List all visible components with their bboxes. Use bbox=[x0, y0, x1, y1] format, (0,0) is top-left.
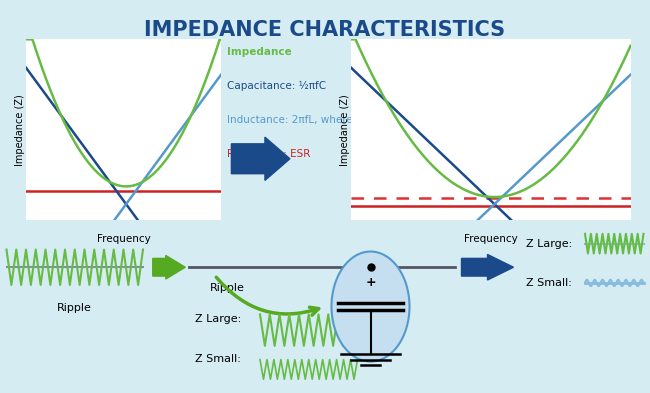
Text: Resistance: ESR: Resistance: ESR bbox=[227, 149, 311, 158]
Text: Frequency: Frequency bbox=[97, 234, 150, 244]
Text: Capacitance: ½πfC: Capacitance: ½πfC bbox=[227, 81, 326, 91]
Text: Z Large:: Z Large: bbox=[195, 314, 241, 324]
Text: Z Small:: Z Small: bbox=[195, 354, 241, 364]
Text: Z Small:: Z Small: bbox=[526, 278, 573, 288]
Text: Ripple: Ripple bbox=[210, 283, 245, 293]
Text: Impedance: Impedance bbox=[227, 47, 292, 57]
Ellipse shape bbox=[332, 252, 410, 362]
Y-axis label: Impedance (Z): Impedance (Z) bbox=[14, 94, 25, 165]
Text: IMPEDANCE CHARACTERISTICS: IMPEDANCE CHARACTERISTICS bbox=[144, 20, 506, 40]
Text: Inductance: 2πfL, where L = ESL: Inductance: 2πfL, where L = ESL bbox=[227, 115, 396, 125]
Text: +: + bbox=[365, 276, 376, 290]
Text: Z Large:: Z Large: bbox=[526, 239, 573, 249]
FancyArrow shape bbox=[153, 255, 185, 279]
Text: Frequency: Frequency bbox=[464, 234, 517, 244]
FancyArrow shape bbox=[462, 255, 514, 280]
Y-axis label: Impedance (Z): Impedance (Z) bbox=[339, 94, 350, 165]
FancyArrow shape bbox=[231, 137, 290, 180]
Text: Ripple: Ripple bbox=[57, 303, 92, 312]
